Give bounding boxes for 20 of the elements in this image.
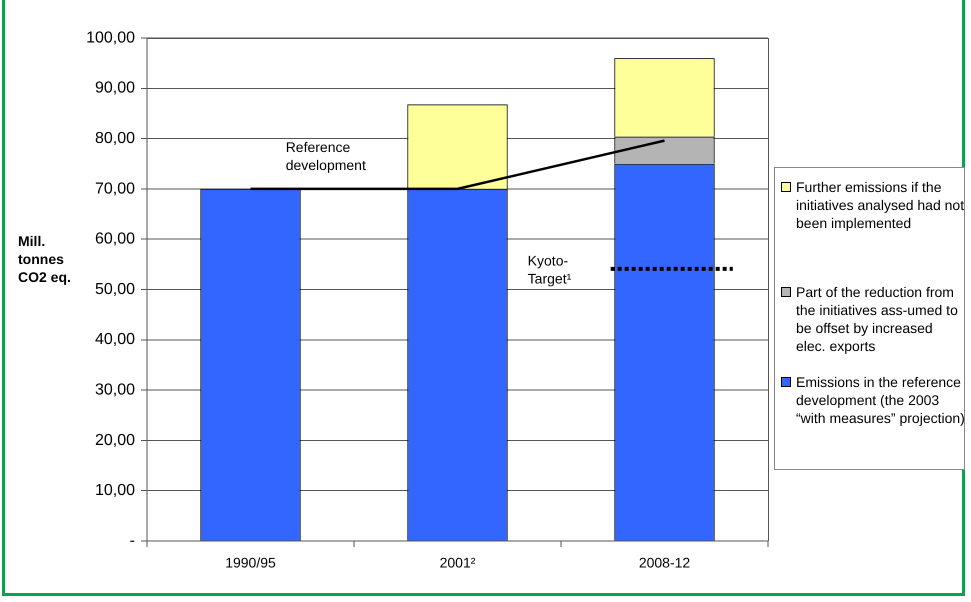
legend-label: Emissions in the reference development (the 2003 “with measures” projection) xyxy=(796,373,965,427)
legend-label: Further emissions if the initiatives analysed had not been implemented xyxy=(796,178,965,232)
x-tick-label: 2001² xyxy=(440,554,476,570)
y-tick-label: - xyxy=(130,532,135,550)
legend-label: Part of the reduction from the initiatives ass-umed to be offset by increased elec. exports xyxy=(796,283,959,355)
y-tick-label: 50,00 xyxy=(94,280,136,298)
y-tick-label: 90,00 xyxy=(94,80,136,97)
y-tick-label: 40,00 xyxy=(94,331,136,348)
y-tick-label: 100,00 xyxy=(86,29,136,46)
y-tick-label: 80,00 xyxy=(94,130,136,148)
y-axis-title: Mill. tonnes CO2 eq. xyxy=(18,232,72,286)
series-label: Reference development xyxy=(286,138,366,173)
y-tick-label: 10,00 xyxy=(94,482,136,500)
y-tick-label: 30,00 xyxy=(94,382,136,399)
ref-line-label: Kyoto-Target¹ xyxy=(528,252,572,287)
x-tick-label: 2008-12 xyxy=(638,554,690,570)
y-tick-label: 20,00 xyxy=(94,432,136,449)
y-tick-label: 70,00 xyxy=(94,180,136,198)
x-tick-label: 1990/95 xyxy=(225,554,276,570)
y-tick-label: 60,00 xyxy=(94,230,136,248)
